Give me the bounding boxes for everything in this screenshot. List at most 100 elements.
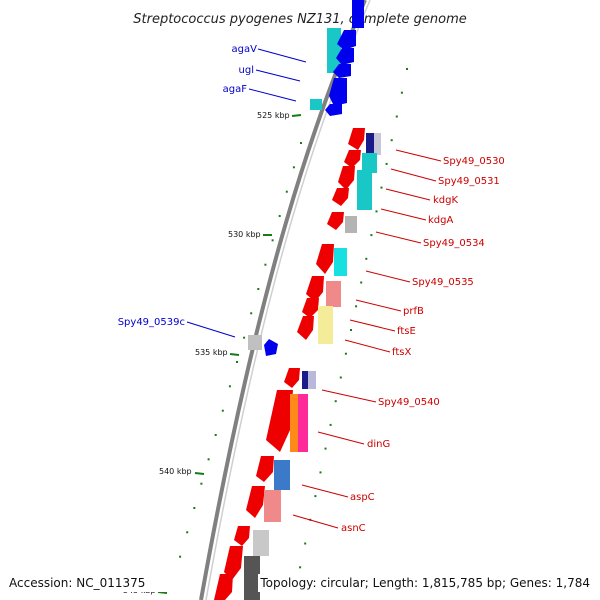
gene-arrow-forward[interactable] [234, 526, 250, 546]
gene-label-agaf[interactable]: agaF [223, 84, 248, 95]
gene-label-ftsx[interactable]: ftsX [392, 347, 411, 358]
footer-backing-left [6, 574, 174, 592]
gene-arrow-forward[interactable] [302, 298, 319, 318]
gene-block[interactable] [357, 170, 372, 210]
gene-block[interactable] [352, 0, 364, 28]
gene-label-asnc[interactable]: asnC [341, 523, 366, 534]
gene-block[interactable] [253, 530, 269, 556]
gene-arrow-reverse[interactable] [337, 30, 356, 50]
tick-dot [339, 376, 342, 379]
gene-block[interactable] [310, 99, 322, 110]
gene-block[interactable] [274, 460, 290, 490]
gene-arrow-forward[interactable] [327, 212, 344, 230]
tick-dot [221, 409, 224, 412]
gene-label-kdgk[interactable]: kdgK [433, 195, 458, 206]
gene-label-prfb[interactable]: prfB [403, 306, 424, 317]
gene-block[interactable] [326, 281, 341, 307]
tick-dot [278, 215, 281, 217]
gene-block[interactable] [248, 335, 262, 350]
tick-dot [292, 166, 295, 169]
leader-ftsx [344, 339, 391, 353]
leader-ugl [255, 69, 301, 82]
genome-title: Streptococcus pyogenes NZ131, complete g… [133, 12, 467, 27]
tick-dot [228, 385, 231, 388]
tick-dot [355, 305, 358, 308]
label-leaders [186, 48, 442, 529]
gene-label-spy49-0530[interactable]: Spy49_0530 [443, 156, 505, 167]
scale-label-525: 525 kbp [257, 111, 290, 120]
gene-block[interactable] [244, 556, 260, 600]
gene-block[interactable] [264, 490, 281, 522]
gene-arrow-reverse[interactable] [325, 104, 342, 116]
tick-dot [314, 495, 317, 498]
tick-dot [257, 288, 260, 290]
gene-block[interactable] [334, 248, 347, 276]
leader-spy49-0540 [321, 389, 377, 403]
gene-arrow-forward[interactable] [306, 276, 324, 302]
gene-block[interactable] [362, 153, 377, 173]
tick-dot [264, 263, 267, 266]
tick-dot [390, 139, 393, 142]
leader-spy49-0539c [186, 321, 236, 338]
tick-dot [250, 312, 253, 315]
gene-label-ding[interactable]: dinG [367, 439, 390, 450]
leader-spy49-0535 [365, 270, 411, 283]
gene-label-agav[interactable]: agaV [232, 44, 258, 55]
tick-dot [406, 68, 408, 70]
gene-arrow-forward[interactable] [224, 546, 243, 580]
gene-label-ftse[interactable]: ftsE [397, 326, 416, 337]
leader-asnc [292, 514, 339, 529]
scale-tick-535 [229, 353, 240, 356]
tick-dot [344, 352, 347, 355]
genome-stats-text: Topology: circular; Length: 1,815,785 bp… [259, 576, 590, 590]
gene-arrow-reverse[interactable] [336, 48, 354, 65]
gene-arrow-forward[interactable] [266, 390, 293, 452]
gene-label-spy49-0535[interactable]: Spy49_0535 [412, 277, 474, 288]
tick-dot [193, 507, 196, 509]
reverse-genes-mid [248, 335, 278, 356]
tick-dot [243, 336, 246, 339]
gene-arrow-forward[interactable] [348, 128, 365, 150]
gene-arrow-forward[interactable] [297, 316, 314, 340]
gene-arrow-forward[interactable] [246, 486, 265, 518]
gene-arrow-reverse[interactable] [329, 78, 347, 106]
tick-dot [360, 281, 363, 284]
gene-arrow-reverse[interactable] [264, 339, 278, 356]
gene-label-spy49-0531[interactable]: Spy49_0531 [438, 176, 500, 187]
tick-dot [385, 162, 388, 165]
gene-label-spy49-0534[interactable]: Spy49_0534 [423, 238, 485, 249]
scale-tick-525 [291, 114, 302, 117]
gene-block[interactable] [302, 371, 310, 389]
tick-dot [380, 186, 383, 189]
gene-arrow-forward[interactable] [256, 456, 274, 482]
gene-block[interactable] [318, 306, 333, 344]
gene-arrow-forward[interactable] [316, 244, 334, 274]
gene-label-spy49-0540[interactable]: Spy49_0540 [378, 397, 440, 408]
tick-dot [324, 447, 327, 450]
gene-block[interactable] [290, 394, 298, 452]
gene-arrow-forward[interactable] [284, 368, 300, 388]
gene-label-kdga[interactable]: kdgA [428, 215, 453, 226]
gene-arrow-forward[interactable] [338, 166, 355, 190]
tick-dot [299, 566, 302, 569]
leader-spy49-0534 [375, 231, 422, 244]
gene-block[interactable] [308, 371, 316, 389]
gene-arrow-forward[interactable] [214, 574, 233, 600]
gene-block[interactable] [374, 133, 381, 155]
gene-label-spy49-0539c[interactable]: Spy49_0539c [118, 317, 185, 328]
gene-arrow-forward[interactable] [332, 188, 349, 206]
scale-tick-540 [194, 472, 205, 475]
gene-block[interactable] [327, 28, 341, 73]
gene-arrow-reverse[interactable] [333, 64, 351, 78]
tick-dot [375, 210, 378, 213]
tick-trail-inner [172, 142, 302, 582]
leader-agaf [248, 88, 297, 102]
gene-label-aspc[interactable]: aspC [350, 492, 375, 503]
gene-arrow-forward[interactable] [344, 150, 361, 168]
scale-label-535: 535 kbp [195, 348, 228, 357]
tick-dot [300, 142, 302, 144]
leader-ding [317, 431, 365, 445]
gene-block[interactable] [345, 216, 357, 233]
gene-label-ugl[interactable]: ugl [239, 65, 254, 76]
gene-block[interactable] [298, 394, 308, 452]
